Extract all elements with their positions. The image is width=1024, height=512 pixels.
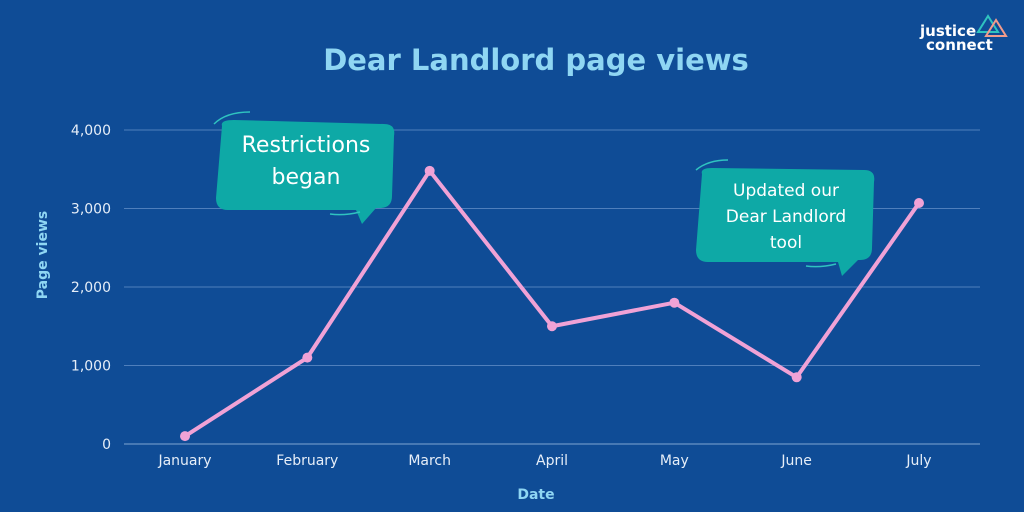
series-page-views [180,165,924,442]
callout-restrictions: Restrictions began [213,111,395,224]
x-axis-title: Date [517,487,554,503]
data-point [302,352,313,363]
y-tick-labels: 0 1,000 2,000 3,000 4,000 [71,123,111,453]
x-tick-label: May [660,453,689,469]
x-tick-label: March [408,453,451,469]
y-tick-label: 4,000 [71,123,111,139]
callout-updated-line1: Updated our [733,181,839,201]
callout-restrictions-line1: Restrictions [242,133,371,158]
data-point [791,372,802,383]
x-tick-label: April [536,453,568,469]
x-tick-labels: January February March April May June July [157,453,931,469]
x-tick-label: June [780,453,812,469]
logo-text-line1: justice [919,22,976,40]
y-tick-label: 0 [102,437,111,453]
data-point [669,297,680,308]
justice-connect-logo: justice connect [919,14,1008,54]
callout-restrictions-line2: began [272,165,341,190]
x-tick-label: February [276,453,338,469]
callout-updated-line2: Dear Landlord [726,207,846,227]
callout-updated: Updated our Dear Landlord tool [695,159,875,276]
data-point [180,431,190,442]
y-tick-label: 3,000 [71,202,111,218]
logo-triangles-icon [976,14,1008,37]
callout-updated-line3: tool [770,233,802,253]
data-point [424,165,435,176]
data-point [547,321,557,332]
chart-title: Dear Landlord page views [323,43,749,77]
y-axis-title: Page views [35,211,51,299]
logo-text-line2: connect [926,36,993,54]
x-tick-label: July [905,453,931,469]
x-tick-label: January [157,453,211,469]
data-point [914,198,924,209]
y-tick-label: 1,000 [71,359,111,375]
y-tick-label: 2,000 [71,280,111,296]
